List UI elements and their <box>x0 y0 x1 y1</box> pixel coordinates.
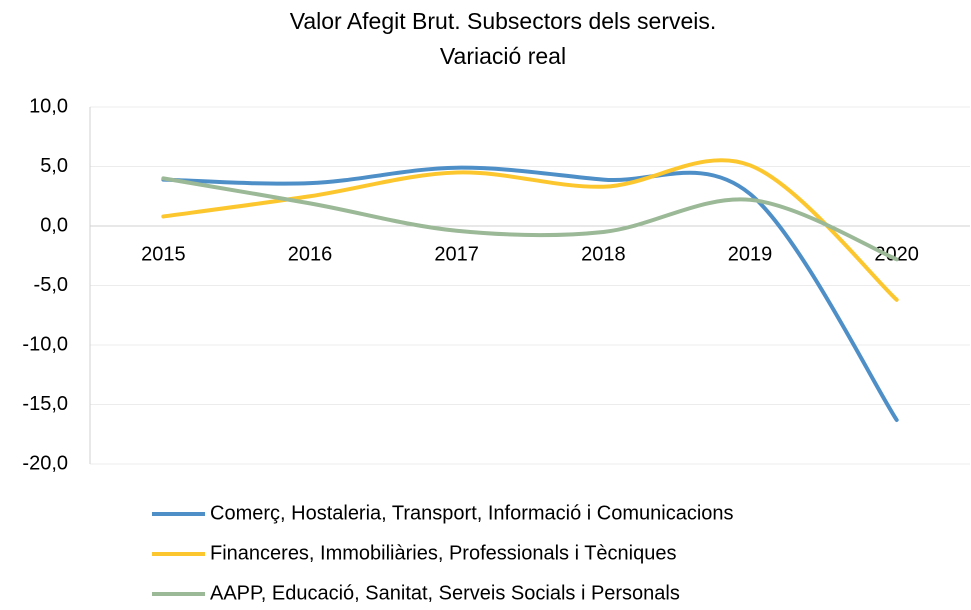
legend-label: Financeres, Immobiliàries, Professionals… <box>210 542 677 564</box>
x-tick-label: 2018 <box>581 243 626 265</box>
chart-title: Valor Afegit Brut. Subsectors dels serve… <box>290 8 717 34</box>
legend-label: AAPP, Educació, Sanitat, Serveis Socials… <box>210 582 680 604</box>
y-tick-label: 0,0 <box>40 214 68 236</box>
y-tick-label: -10,0 <box>22 333 68 355</box>
x-tick-label: 2016 <box>288 243 333 265</box>
y-tick-label: 10,0 <box>29 95 68 117</box>
series-line <box>161 176 899 262</box>
x-tick-label: 2015 <box>141 243 186 265</box>
y-tick-label: -15,0 <box>22 393 68 415</box>
legend-label: Comerç, Hostaleria, Transport, Informaci… <box>210 502 734 524</box>
y-tick-label: -5,0 <box>34 274 68 296</box>
x-tick-label: 2017 <box>434 243 479 265</box>
y-tick-label: -20,0 <box>22 452 68 474</box>
x-tick-label: 2019 <box>728 243 773 265</box>
series-line <box>161 165 899 422</box>
x-tick-label: 2020 <box>874 243 919 265</box>
series-line <box>161 158 899 302</box>
chart-title: Variació real <box>440 43 566 69</box>
y-tick-label: 5,0 <box>40 155 68 177</box>
